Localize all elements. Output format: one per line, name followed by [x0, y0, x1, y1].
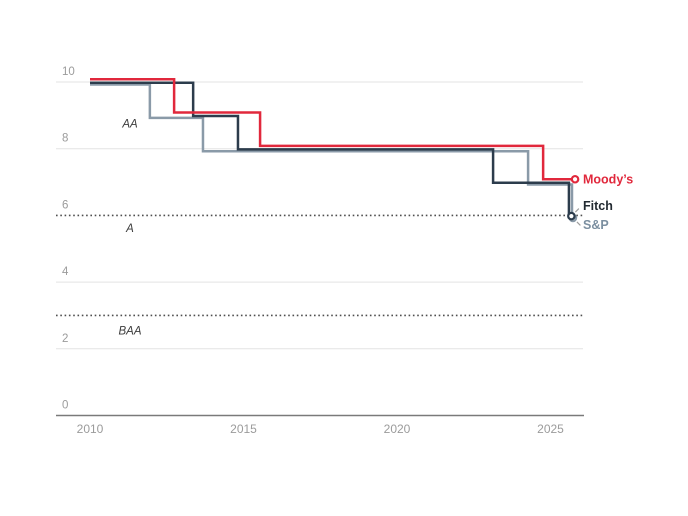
x-tick-label: 2010 [77, 422, 104, 436]
y-tick-label: 8 [62, 133, 68, 145]
y-tick-label: 6 [62, 199, 68, 211]
leader-line-sp [576, 221, 581, 226]
x-tick-label: 2015 [230, 422, 257, 436]
series-end-label-moodys: Moody’s [583, 172, 633, 186]
series-line-moodys [90, 77, 576, 181]
series-line-fitch [90, 81, 572, 218]
series-line-sp [90, 83, 574, 220]
end-marker-moodys [570, 174, 580, 184]
y-tick-label: 0 [62, 400, 68, 412]
y-tick-label: 2 [62, 333, 68, 345]
leader-line-fitch [574, 208, 580, 213]
series-end-label-sp: S&P [583, 218, 609, 232]
rating-band-label-aa: AA [121, 119, 138, 131]
series-end-label-fitch: Fitch [583, 199, 613, 213]
rating-band-label-baa: BAA [118, 325, 141, 337]
x-tick-label: 2020 [384, 422, 411, 436]
y-tick-label: 10 [62, 66, 75, 78]
end-marker-fitch [567, 211, 576, 221]
rating-band-label-a: A [125, 223, 134, 235]
y-tick-label: 4 [62, 266, 69, 278]
x-tick-label: 2025 [537, 422, 564, 436]
